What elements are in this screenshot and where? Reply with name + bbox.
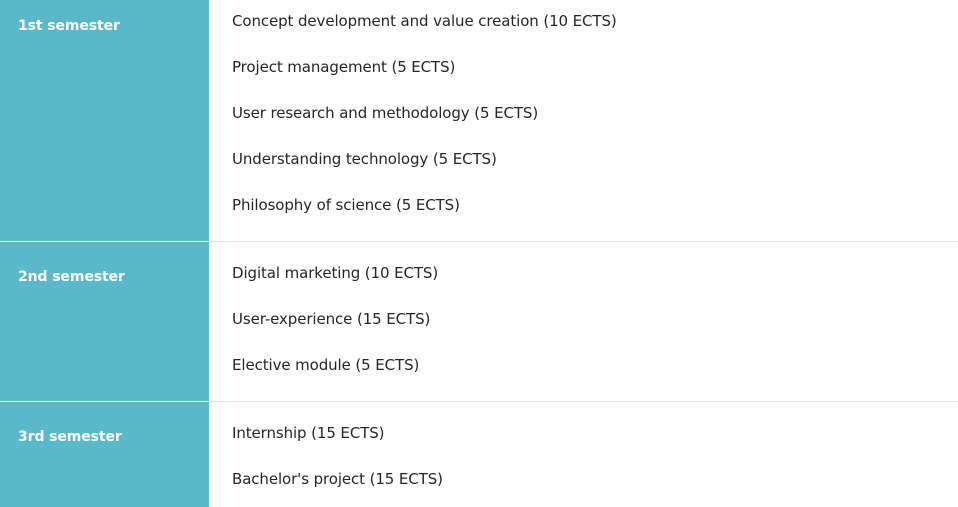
course-item: User-experience (15 ECTS) [232,310,431,328]
row-divider-line [209,241,958,242]
course-item: Bachelor's project (15 ECTS) [232,470,443,488]
semester-row-2: 2nd semester Digital marketing (10 ECTS)… [0,242,958,401]
semester-label-cell: 2nd semester [0,242,209,401]
course-item: Elective module (5 ECTS) [232,356,420,374]
semester-label: 2nd semester [18,269,125,285]
course-item: Project management (5 ECTS) [232,58,456,76]
course-list: Digital marketing (10 ECTS) User-experie… [209,242,958,401]
course-item: Digital marketing (10 ECTS) [232,264,439,282]
course-item: Understanding technology (5 ECTS) [232,150,497,168]
semester-label-cell: 1st semester [0,0,209,241]
course-list: Concept development and value creation (… [209,0,958,241]
semester-label-cell: 3rd semester [0,402,209,507]
course-item: User research and methodology (5 ECTS) [232,104,539,122]
course-item: Internship (15 ECTS) [232,424,385,442]
semester-row-3: 3rd semester Internship (15 ECTS) Bachel… [0,402,958,507]
semester-row-1: 1st semester Concept development and val… [0,0,958,241]
row-divider-line [209,401,958,402]
semester-label: 1st semester [18,18,120,34]
course-item: Concept development and value creation (… [232,12,617,30]
course-list: Internship (15 ECTS) Bachelor's project … [209,402,958,507]
course-item: Philosophy of science (5 ECTS) [232,196,460,214]
semester-label: 3rd semester [18,429,122,445]
